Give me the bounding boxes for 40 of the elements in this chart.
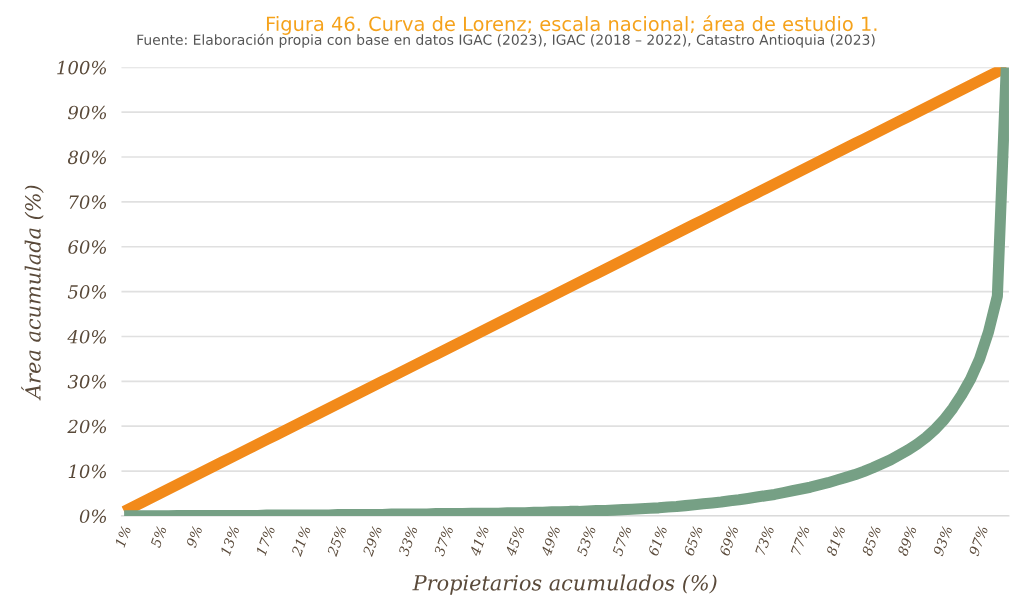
x-tick-label: 69% xyxy=(718,525,739,557)
y-tick-label: 40% xyxy=(67,329,107,344)
x-tick-label: 17% xyxy=(255,525,276,557)
x-tick-label: 93% xyxy=(932,525,953,557)
y-tick-label: 60% xyxy=(68,240,107,254)
x-axis-title: Propietarios acumulados (%) xyxy=(412,574,717,595)
y-tick-label: 100% xyxy=(57,60,107,75)
x-tick-label: 13% xyxy=(220,525,240,557)
x-tick-label: 21% xyxy=(290,525,311,557)
y-tick-label: 20% xyxy=(67,419,107,434)
x-tick-label: 33% xyxy=(397,525,418,557)
y-tick-label: 80% xyxy=(67,150,107,165)
y-tick-label: 10% xyxy=(68,464,107,479)
x-tick-label: 5% xyxy=(150,525,167,549)
x-tick-label: 81% xyxy=(825,525,846,557)
x-tick-label: 29% xyxy=(362,525,383,557)
chart-subtitle: Fuente: Elaboración propia con base en datos IGAC (2023), IGAC (2018 – 2022), Catastro Antioquia (2023) xyxy=(137,33,875,48)
y-tick-label: 30% xyxy=(67,374,107,389)
x-tick-label: 25% xyxy=(326,525,347,557)
chart-title: Figura 46. Curva de Lorenz; escala nacional; área de estudio 1. xyxy=(266,15,877,35)
x-tick-label: 41% xyxy=(469,525,490,557)
x-tick-label: 49% xyxy=(540,525,561,557)
y-tick-label: 70% xyxy=(69,195,107,210)
x-tick-label: 9% xyxy=(185,525,203,549)
x-tick-label: 1% xyxy=(114,525,132,548)
x-tick-label: 77% xyxy=(790,525,811,556)
x-tick-label: 61% xyxy=(647,525,668,557)
x-tick-label: 73% xyxy=(754,525,775,556)
y-tick-label: 90% xyxy=(68,105,107,120)
x-tick-label: 89% xyxy=(897,525,917,557)
x-tick-label: 37% xyxy=(433,525,454,557)
x-tick-label: 45% xyxy=(504,525,525,557)
x-tick-label: 85% xyxy=(861,525,882,557)
y-axis-title: Área acumulada (%) xyxy=(21,185,44,401)
x-tick-label: 57% xyxy=(611,525,632,557)
x-tick-label: 97% xyxy=(968,525,989,557)
y-tick-label: 0% xyxy=(79,509,107,524)
y-tick-label: 50% xyxy=(67,285,107,299)
x-tick-label: 65% xyxy=(683,525,704,557)
x-tick-label: 53% xyxy=(576,525,597,557)
